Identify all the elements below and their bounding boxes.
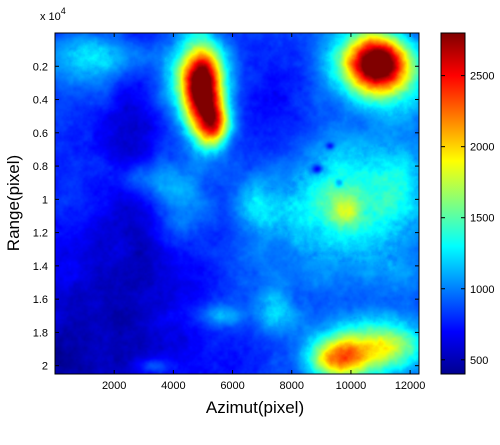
x-tick-label: 12000 [395, 380, 426, 392]
y-tick-label: 1.4 [33, 261, 48, 273]
y-tick-label: 1.8 [33, 327, 48, 339]
y-axis-ticks: 0.2 0.4 0.6 0.8 1 1.2 1.4 1.6 1.8 2 [33, 61, 419, 373]
colorbar-tick-label: 500 [470, 355, 488, 367]
colorbar-tick-label: 2000 [470, 142, 494, 154]
x-tick-label: 6000 [220, 380, 244, 392]
y-tick-label: 0.4 [33, 95, 48, 107]
y-tick-label: 1.6 [33, 294, 48, 306]
x-axis-ticks: 2000 4000 6000 8000 10000 12000 [102, 33, 425, 392]
y-tick-label: 0.2 [33, 61, 48, 73]
colorbar-ticks: 500 1000 1500 2000 2500 [441, 71, 494, 367]
y-tick-label: 0.6 [33, 128, 48, 140]
y-axis-multiplier: x 104 [40, 6, 66, 23]
x-axis-label: Azimut(pixel) [206, 398, 304, 417]
y-tick-label: 1 [42, 194, 48, 206]
colorbar [440, 32, 466, 375]
y-axis-label: Range(pixel) [4, 155, 23, 251]
y-axis-multiplier-exponent: 4 [61, 6, 66, 16]
y-tick-label: 0.8 [33, 161, 48, 173]
x-tick-label: 4000 [161, 380, 185, 392]
colorbar-tick-label: 2500 [470, 71, 494, 83]
y-tick-label: 2 [42, 361, 48, 373]
x-tick-label: 10000 [336, 380, 367, 392]
x-tick-label: 8000 [280, 380, 304, 392]
plot-frame [54, 32, 420, 375]
y-tick-label: 1.2 [33, 228, 48, 240]
x-tick-label: 2000 [102, 380, 126, 392]
colorbar-tick-label: 1000 [470, 284, 494, 296]
colorbar-tick-label: 1500 [470, 213, 494, 225]
heatmap-image [55, 33, 419, 374]
heatmap-area [55, 33, 419, 374]
